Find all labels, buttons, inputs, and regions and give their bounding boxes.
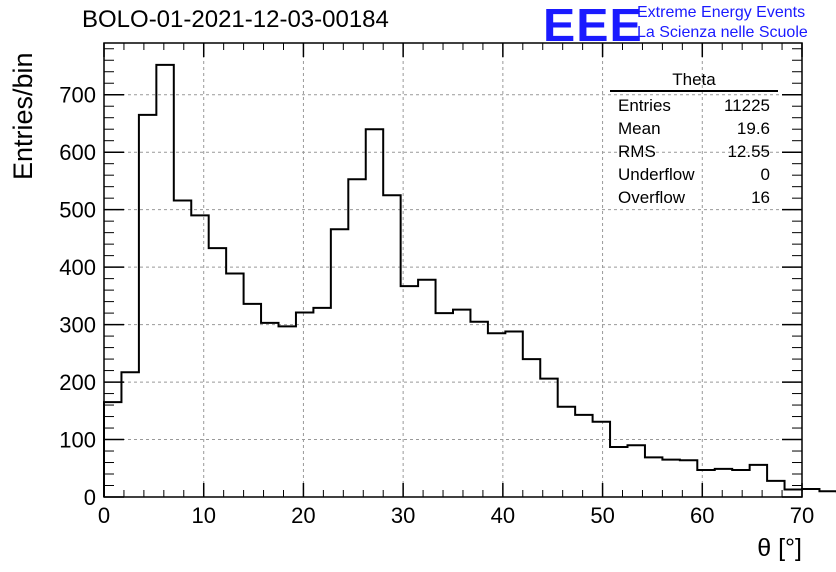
x-axis-label: θ [°]: [757, 534, 802, 562]
stats-box: Theta Entries 11225 Mean 19.6 RMS 12.55 …: [610, 70, 778, 209]
stats-label: Entries: [618, 96, 671, 115]
stats-row-mean: Mean 19.6: [610, 117, 778, 140]
stats-label: RMS: [618, 142, 656, 161]
stats-row-underflow: Underflow 0: [610, 163, 778, 186]
logo-line-2: La Scienza nelle Scuole: [637, 24, 808, 41]
y-tick-label: 0: [84, 485, 96, 510]
x-tick-label: 50: [590, 503, 614, 528]
y-axis-label: Entries/bin: [8, 52, 38, 180]
y-tick-label: 600: [59, 140, 96, 165]
x-tick-label: 70: [790, 503, 814, 528]
axis-ticks: [103, 43, 803, 498]
x-tick-label: 10: [191, 503, 215, 528]
y-tick-label: 700: [59, 83, 96, 108]
logo-line-1: Extreme Energy Events: [637, 4, 806, 21]
stats-value: 0: [760, 165, 770, 184]
stats-title: Theta: [610, 70, 778, 92]
x-tick-label: 30: [391, 503, 415, 528]
y-tick-label: 500: [59, 198, 96, 223]
x-tick-label: 0: [98, 503, 110, 528]
eee-logo: EEE: [543, 0, 643, 51]
stats-value: 19.6: [736, 119, 770, 138]
y-tick-label: 200: [59, 370, 96, 395]
stats-row-rms: RMS 12.55: [610, 140, 778, 163]
x-tick-label: 20: [291, 503, 315, 528]
stats-label: Overflow: [618, 188, 686, 207]
stats-label: Mean: [618, 119, 661, 138]
grid: [104, 43, 802, 497]
stats-value: 16: [751, 188, 770, 207]
chart-title: BOLO-01-2021-12-03-00184: [82, 6, 389, 33]
stats-value: 11225: [723, 96, 770, 115]
stats-row-overflow: Overflow 16: [610, 186, 778, 209]
y-tick-label: 400: [59, 255, 96, 280]
y-tick-label: 100: [59, 428, 96, 453]
x-tick-label: 40: [491, 503, 515, 528]
stats-row-entries: Entries 11225: [610, 94, 778, 117]
x-tick-label: 60: [690, 503, 714, 528]
stats-value: 12.55: [727, 142, 770, 161]
stats-label: Underflow: [618, 165, 695, 184]
y-tick-label: 300: [59, 313, 96, 338]
histogram-line: [103, 63, 836, 497]
plot-frame: [103, 42, 803, 498]
